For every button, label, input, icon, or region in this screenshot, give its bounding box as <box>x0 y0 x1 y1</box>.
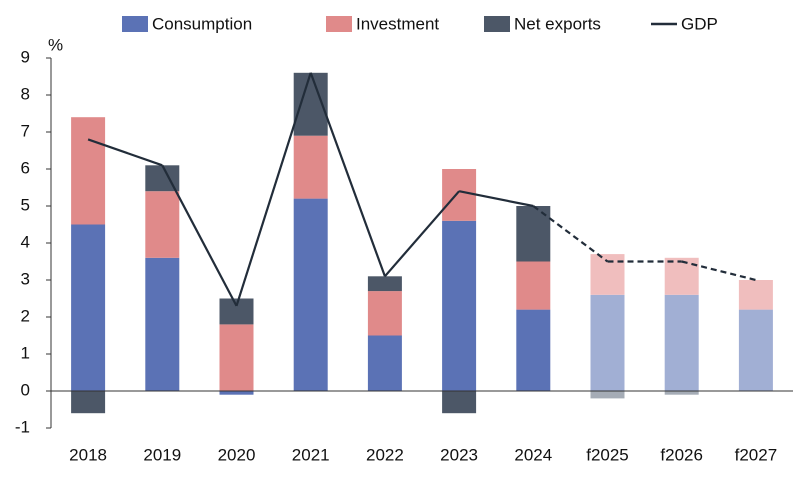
y-tick-label: 4 <box>21 232 30 251</box>
line-segment <box>681 260 757 282</box>
bar-segment <box>516 309 551 391</box>
y-tick-label: 8 <box>21 84 30 103</box>
legend-swatch <box>484 16 510 32</box>
legend-label: Investment <box>356 14 439 33</box>
line-segment <box>235 72 312 307</box>
bar-segment <box>442 220 477 391</box>
bar-segment <box>367 291 402 336</box>
y-tick-label: 1 <box>21 343 30 362</box>
bar-segment <box>590 294 625 391</box>
bar-segment <box>145 191 180 258</box>
bar-segment <box>516 261 551 310</box>
bar-segment <box>367 276 402 292</box>
bar-segment <box>664 391 699 395</box>
bar-segment <box>738 280 773 310</box>
legend-label: GDP <box>681 14 718 33</box>
x-tick-label: 2023 <box>440 445 478 464</box>
bar-segment <box>219 324 254 391</box>
bar-segment <box>664 294 699 391</box>
bar-segment <box>71 117 106 225</box>
y-tick-label: 5 <box>21 195 30 214</box>
x-tick-label: f2026 <box>660 445 703 464</box>
x-tick-label: 2024 <box>514 445 552 464</box>
bar-segment <box>367 335 402 391</box>
bar-segment <box>219 391 254 395</box>
y-tick-label: 2 <box>21 306 30 325</box>
line-segment <box>161 164 238 307</box>
y-tick-label: 9 <box>21 47 30 66</box>
bar-segment <box>738 309 773 391</box>
x-tick-label: 2019 <box>143 445 181 464</box>
x-tick-label: 2021 <box>292 445 330 464</box>
y-tick-label: 6 <box>21 158 30 177</box>
bar-segment <box>71 224 106 391</box>
x-tick-label: 2018 <box>69 445 107 464</box>
bar-segment <box>442 169 477 221</box>
legend-label: Consumption <box>152 14 252 33</box>
y-axis-label: % <box>48 35 63 54</box>
bar-segment <box>442 391 477 414</box>
legend-swatch <box>326 16 352 32</box>
line-segment <box>309 72 386 277</box>
bar-segment <box>71 391 106 414</box>
line-segment <box>532 205 609 263</box>
y-tick-label: -1 <box>15 417 30 436</box>
legend-label: Net exports <box>514 14 601 33</box>
bar-segment <box>590 391 625 399</box>
line-segment <box>87 138 163 167</box>
y-tick-label: 3 <box>21 269 30 288</box>
x-tick-label: f2027 <box>735 445 778 464</box>
bar-segment <box>293 135 328 199</box>
y-tick-label: 0 <box>21 380 30 399</box>
bar-segment <box>293 198 328 391</box>
x-tick-label: 2022 <box>366 445 404 464</box>
legend-swatch <box>122 16 148 32</box>
bar-segment <box>145 257 180 391</box>
line-segment <box>458 190 534 208</box>
x-tick-label: 2020 <box>218 445 256 464</box>
line-segment <box>384 190 460 278</box>
y-tick-label: 7 <box>21 121 30 140</box>
x-tick-label: f2025 <box>586 445 629 464</box>
